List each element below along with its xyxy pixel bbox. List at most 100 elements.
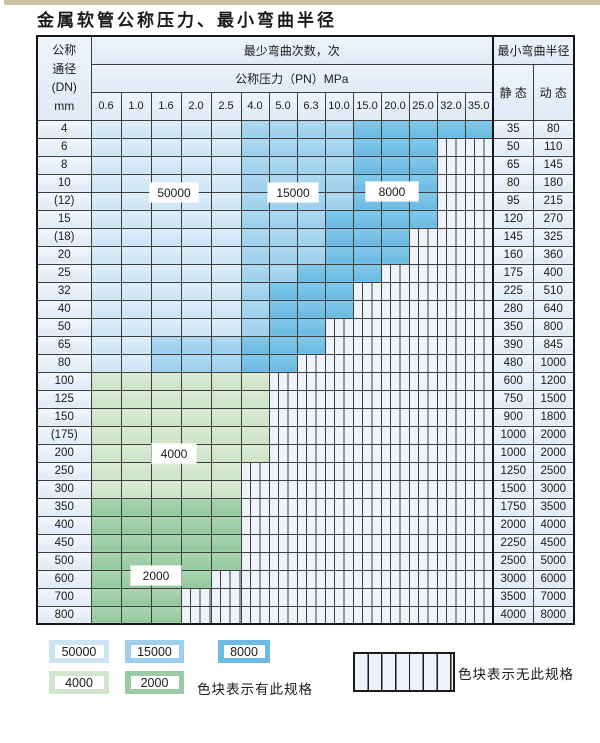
spec-cell-50000 [120, 119, 152, 139]
header-pn-15.0: 15.0 [352, 91, 382, 121]
spec-cell-no-spec [296, 443, 326, 463]
spec-cell-no-spec [436, 173, 466, 193]
static-radius-cell: 80 [492, 173, 534, 193]
dn-cell: 32 [36, 281, 92, 301]
header-dn: 公称 通径 (DN) mm [36, 35, 92, 121]
spec-cell-50000 [180, 263, 212, 283]
spec-cell-50000 [180, 119, 212, 139]
spec-cell-50000 [120, 335, 152, 355]
spec-cell-4000 [90, 461, 122, 481]
spec-cell-4000 [240, 425, 270, 445]
dynamic-radius-cell: 3000 [532, 479, 575, 499]
table-row: (175) 1000 2000 [36, 425, 575, 445]
spec-cell-no-spec [464, 587, 494, 607]
spec-cell-50000 [150, 119, 182, 139]
spec-cell-4000 [90, 389, 122, 409]
region-label-2000: 2000 [131, 566, 181, 585]
spec-cell-8000 [352, 209, 382, 229]
header-pn-4.0: 4.0 [240, 91, 270, 121]
spec-cell-15000 [210, 353, 242, 373]
header-pn-0.6: 0.6 [90, 91, 122, 121]
spec-cell-no-spec [268, 569, 298, 589]
spec-cell-8000 [352, 263, 382, 283]
spec-cell-2000 [210, 533, 242, 553]
spec-cell-50000 [90, 263, 122, 283]
spec-cell-4000 [150, 461, 182, 481]
table-row: 350 1750 3500 [36, 497, 575, 517]
spec-cell-8000 [408, 209, 438, 229]
spec-cell-8000 [380, 209, 410, 229]
spec-cell-15000 [180, 335, 212, 355]
static-radius-cell: 225 [492, 281, 534, 301]
spec-cell-2000 [90, 605, 122, 625]
dynamic-radius-cell: 325 [532, 227, 575, 247]
spec-cell-4000 [180, 389, 212, 409]
spec-cell-15000 [210, 335, 242, 355]
dn-cell: 40 [36, 299, 92, 319]
spec-cell-15000 [296, 227, 326, 247]
spec-cell-no-spec [380, 335, 410, 355]
spec-cell-no-spec [380, 515, 410, 535]
spec-cell-8000 [268, 281, 298, 301]
table-row: 500 2500 5000 [36, 551, 575, 571]
spec-cell-50000 [180, 299, 212, 319]
spec-cell-15000 [324, 173, 354, 193]
spec-cell-4000 [210, 371, 242, 391]
spec-cell-no-spec [436, 299, 466, 319]
spec-cell-no-spec [408, 425, 438, 445]
legend-chip-8000: 8000 [218, 640, 270, 663]
dynamic-radius-cell: 4500 [532, 533, 575, 553]
spec-cell-50000 [120, 281, 152, 301]
static-radius-cell: 1000 [492, 425, 534, 445]
dynamic-radius-cell: 2000 [532, 443, 575, 463]
dynamic-radius-cell: 8000 [532, 605, 575, 625]
spec-cell-no-spec [324, 569, 354, 589]
header-pn-25.0: 25.0 [408, 91, 438, 121]
spec-cell-no-spec [464, 209, 494, 229]
spec-cell-4000 [180, 461, 212, 481]
spec-cell-15000 [296, 155, 326, 175]
spec-cell-2000 [150, 533, 182, 553]
header-static: 静 态 [492, 63, 534, 121]
static-radius-cell: 1750 [492, 497, 534, 517]
spec-cell-50000 [120, 353, 152, 373]
spec-cell-8000 [380, 227, 410, 247]
spec-cell-15000 [240, 227, 270, 247]
header-nominal-pressure: 公称压力（PN）MPa [90, 63, 494, 93]
spec-cell-50000 [90, 227, 122, 247]
dn-cell: 8 [36, 155, 92, 175]
spec-cell-2000 [150, 551, 182, 571]
spec-cell-2000 [90, 569, 122, 589]
spec-cell-no-spec [180, 605, 212, 625]
spec-cell-2000 [150, 515, 182, 535]
spec-cell-50000 [120, 245, 152, 265]
dynamic-radius-cell: 400 [532, 263, 575, 283]
spec-cell-no-spec [408, 389, 438, 409]
spec-cell-4000 [240, 389, 270, 409]
table-row: (18) 145 325 [36, 227, 575, 247]
spec-cell-no-spec [380, 461, 410, 481]
spec-cell-no-spec [352, 299, 382, 319]
legend-chip-4000: 4000 [49, 671, 109, 694]
spec-cell-no-spec [436, 371, 466, 391]
table-row: 65 390 845 [36, 335, 575, 355]
spec-cell-2000 [180, 515, 212, 535]
static-radius-cell: 95 [492, 191, 534, 211]
spec-cell-15000 [296, 137, 326, 157]
spec-cell-50000 [210, 245, 242, 265]
dn-cell: (175) [36, 425, 92, 445]
spec-cell-no-spec [352, 605, 382, 625]
spec-cell-15000 [268, 155, 298, 175]
dn-cell: 600 [36, 569, 92, 589]
spec-cell-no-spec [464, 551, 494, 571]
spec-cell-no-spec [352, 497, 382, 517]
spec-cell-50000 [90, 209, 122, 229]
spec-cell-no-spec [436, 461, 466, 481]
spec-cell-4000 [120, 389, 152, 409]
spec-cell-no-spec [464, 227, 494, 247]
dynamic-radius-cell: 80 [532, 119, 575, 139]
dn-cell: 200 [36, 443, 92, 463]
dn-cell: 150 [36, 407, 92, 427]
spec-cell-2000 [210, 497, 242, 517]
spec-cell-15000 [240, 191, 270, 211]
